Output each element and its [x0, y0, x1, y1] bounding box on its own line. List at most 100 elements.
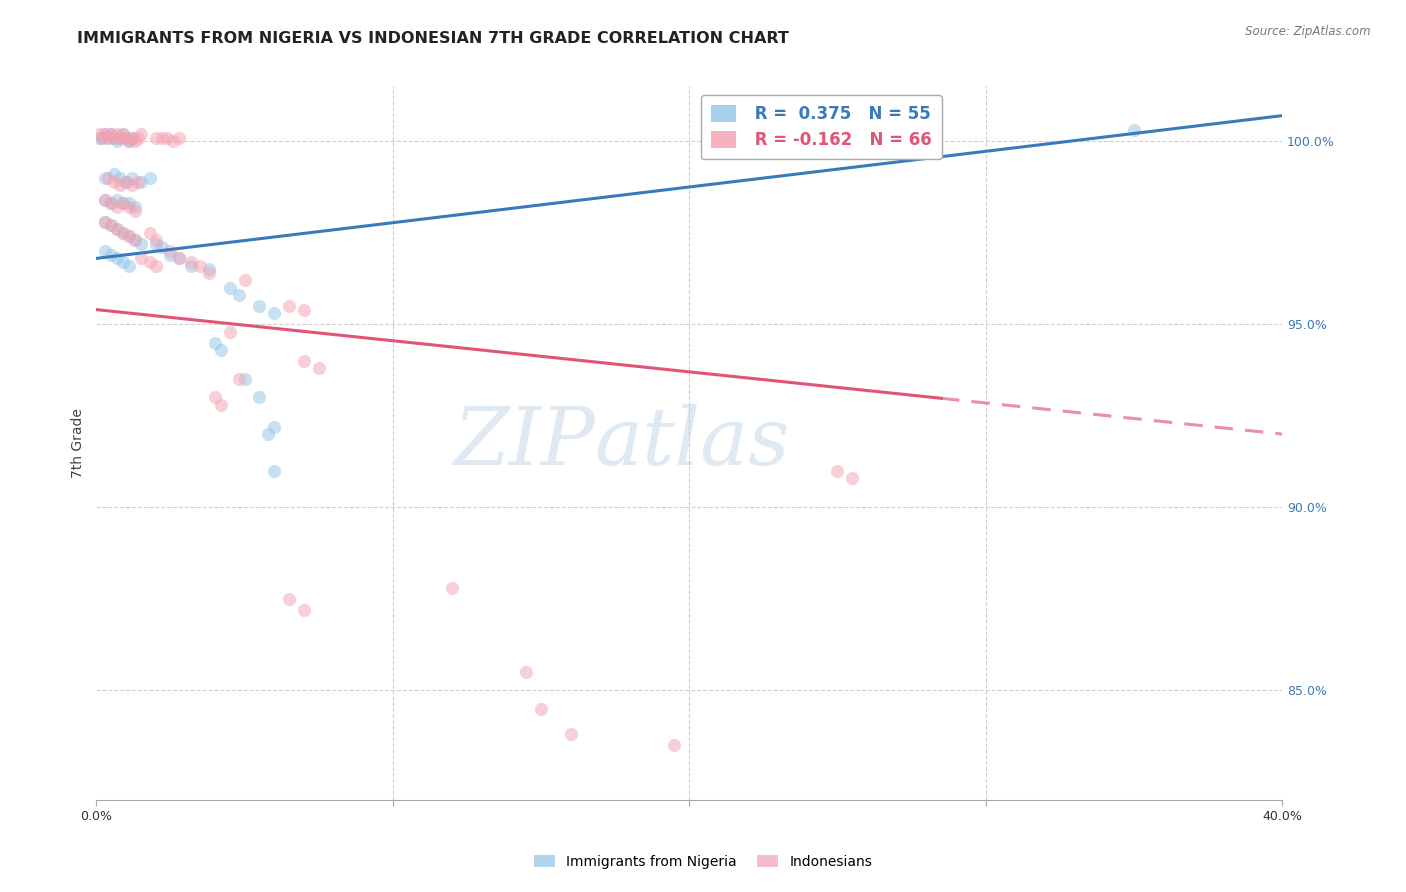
Point — [156, 130, 179, 145]
Point — [115, 174, 138, 188]
Point — [129, 236, 152, 251]
Point — [89, 127, 111, 141]
Point — [247, 299, 270, 313]
Point — [129, 127, 152, 141]
Point — [127, 174, 149, 188]
Legend:  R =  0.375   N = 55,  R = -0.162   N = 66: R = 0.375 N = 55, R = -0.162 N = 66 — [700, 95, 942, 160]
Point — [121, 178, 143, 193]
Point — [209, 398, 232, 412]
Point — [112, 226, 135, 240]
Point — [100, 219, 122, 233]
Point — [263, 306, 285, 320]
Point — [159, 248, 181, 262]
Point — [105, 134, 128, 148]
Point — [121, 130, 143, 145]
Text: ZIP: ZIP — [453, 404, 595, 482]
Point — [100, 196, 122, 211]
Point — [292, 603, 315, 617]
Point — [100, 127, 122, 141]
Point — [89, 130, 111, 145]
Point — [112, 127, 135, 141]
Point — [257, 427, 280, 442]
Text: IMMIGRANTS FROM NIGERIA VS INDONESIAN 7TH GRADE CORRELATION CHART: IMMIGRANTS FROM NIGERIA VS INDONESIAN 7T… — [77, 31, 789, 46]
Point — [145, 236, 167, 251]
Point — [233, 372, 256, 386]
Point — [124, 200, 146, 214]
Point — [218, 280, 240, 294]
Point — [150, 130, 173, 145]
Point — [94, 215, 117, 229]
Point — [112, 226, 135, 240]
Point — [115, 174, 138, 188]
Point — [292, 302, 315, 317]
Point — [118, 259, 141, 273]
Point — [105, 222, 128, 236]
Point — [827, 464, 849, 478]
Point — [91, 130, 114, 145]
Point — [233, 273, 256, 287]
Point — [441, 581, 464, 595]
Point — [169, 252, 191, 266]
Point — [169, 130, 191, 145]
Point — [308, 361, 330, 376]
Point — [103, 167, 125, 181]
Point — [121, 130, 143, 145]
Point — [664, 738, 686, 752]
Point — [209, 343, 232, 357]
Point — [97, 130, 120, 145]
Point — [162, 134, 184, 148]
Point — [118, 134, 141, 148]
Point — [129, 252, 152, 266]
Point — [145, 130, 167, 145]
Point — [121, 170, 143, 185]
Point — [145, 233, 167, 247]
Text: Source: ZipAtlas.com: Source: ZipAtlas.com — [1246, 25, 1371, 38]
Point — [100, 248, 122, 262]
Point — [218, 325, 240, 339]
Point — [188, 259, 211, 273]
Point — [138, 170, 160, 185]
Point — [97, 170, 120, 185]
Point — [108, 130, 131, 145]
Point — [105, 193, 128, 207]
Point — [112, 127, 135, 141]
Point — [278, 591, 301, 606]
Point — [278, 299, 301, 313]
Point — [138, 226, 160, 240]
Point — [112, 196, 135, 211]
Point — [1122, 123, 1144, 137]
Point — [124, 203, 146, 218]
Point — [560, 727, 582, 741]
Point — [94, 244, 117, 258]
Point — [129, 174, 152, 188]
Point — [204, 335, 226, 350]
Point — [198, 266, 221, 280]
Point — [127, 130, 149, 145]
Point — [97, 130, 120, 145]
Point — [530, 701, 553, 715]
Point — [103, 130, 125, 145]
Point — [94, 215, 117, 229]
Point — [180, 255, 202, 269]
Point — [841, 471, 863, 485]
Point — [91, 130, 114, 145]
Point — [198, 262, 221, 277]
Point — [103, 130, 125, 145]
Point — [118, 134, 141, 148]
Point — [150, 240, 173, 254]
Point — [108, 130, 131, 145]
Point — [100, 219, 122, 233]
Y-axis label: 7th Grade: 7th Grade — [72, 409, 86, 478]
Point — [105, 252, 128, 266]
Point — [115, 130, 138, 145]
Point — [118, 200, 141, 214]
Point — [100, 196, 122, 211]
Legend: Immigrants from Nigeria, Indonesians: Immigrants from Nigeria, Indonesians — [529, 849, 877, 874]
Point — [145, 259, 167, 273]
Point — [105, 127, 128, 141]
Point — [124, 233, 146, 247]
Point — [159, 244, 181, 258]
Point — [124, 233, 146, 247]
Point — [228, 288, 250, 302]
Point — [94, 193, 117, 207]
